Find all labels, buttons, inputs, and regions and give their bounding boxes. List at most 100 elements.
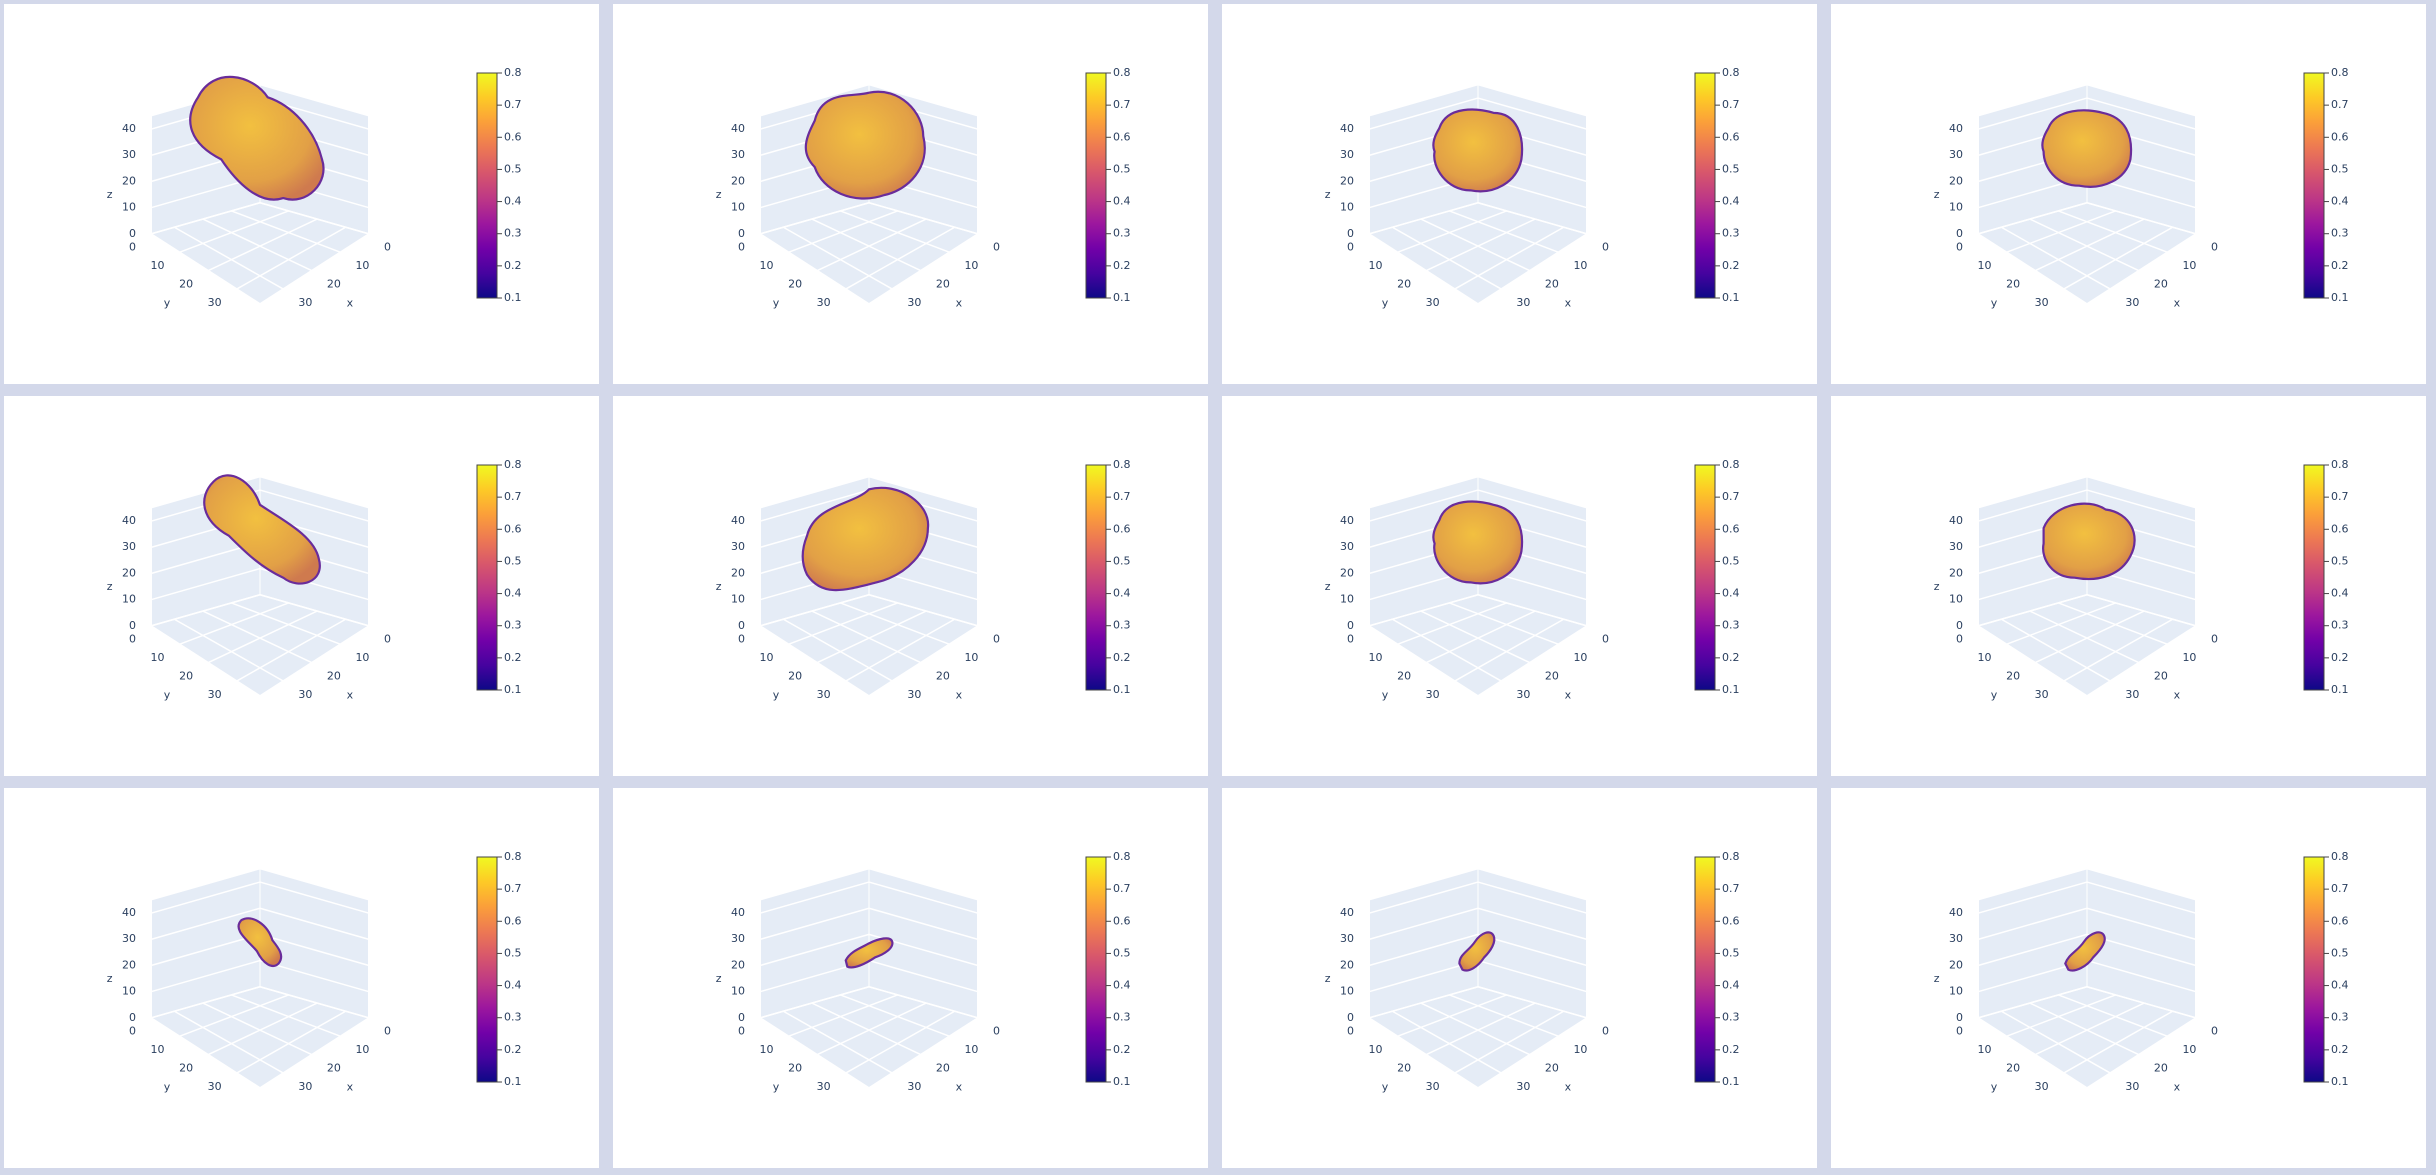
x-tick-label: 20 xyxy=(936,1061,950,1074)
colorbar-tick-label: 0.7 xyxy=(1722,490,1740,503)
colorbar-tick-label: 0.7 xyxy=(1113,98,1131,111)
x-tick-label: 20 xyxy=(2154,1061,2168,1074)
x-tick-label: 0 xyxy=(2211,1025,2218,1038)
colorbar-tick-label: 0.2 xyxy=(1113,259,1131,272)
colorbar-tick-label: 0.3 xyxy=(504,227,522,240)
x-tick-label: 30 xyxy=(907,688,921,701)
z-tick-label: 40 xyxy=(1340,514,1354,527)
y-tick-label: 30 xyxy=(817,296,831,309)
colorbar-tick-label: 0.2 xyxy=(1722,259,1740,272)
z-grid-line xyxy=(1369,97,1479,130)
y-grid-line xyxy=(1426,1002,1536,1056)
z-tick-label: 40 xyxy=(122,122,136,135)
x-grid-line xyxy=(1420,1002,1530,1056)
z-tick-label: 0 xyxy=(129,227,136,240)
colorbar-tick-label: 0.4 xyxy=(1722,195,1740,208)
subplot: 0 10 20 30 40 0 10 20 30 0 10 20 30 z y x 0.1 0.2 0.3 0.4 0.… xyxy=(1831,4,2426,384)
x-tick-label: 0 xyxy=(993,241,1000,254)
x-grid-line xyxy=(1391,1010,1502,1074)
z-tick-label: 30 xyxy=(1949,932,1963,945)
x-grid-line xyxy=(2058,994,2168,1037)
colorbar-tick-label: 0.6 xyxy=(1722,914,1740,927)
x-tick-label: 20 xyxy=(2154,277,2168,290)
colorbar-tick-label: 0.6 xyxy=(1113,130,1131,143)
x-grid-line xyxy=(2029,1002,2139,1056)
y-tick-label: 10 xyxy=(1369,651,1383,664)
x-grid-line xyxy=(231,210,341,253)
z-grid-line xyxy=(1978,97,2088,130)
x-tick-label: 20 xyxy=(936,669,950,682)
y-grid-line xyxy=(1426,218,1536,272)
z-tick-label: 40 xyxy=(1949,122,1963,135)
z-axis-title: z xyxy=(1934,972,1940,985)
colorbar-tick-label: 0.3 xyxy=(1722,619,1740,632)
x-tick-label: 30 xyxy=(2125,1080,2139,1093)
y-axis-title: y xyxy=(773,297,780,310)
isosurface-shape xyxy=(1433,110,1522,192)
z-axis-title: z xyxy=(107,972,113,985)
y-tick-label: 30 xyxy=(2035,1080,2049,1093)
colorbar-tick-label: 0.7 xyxy=(1722,98,1740,111)
x-axis-title: x xyxy=(347,689,354,702)
z-grid-line xyxy=(1369,907,1479,940)
x-grid-line xyxy=(868,594,978,627)
x-grid-line xyxy=(782,226,893,290)
y-tick-label: 0 xyxy=(1956,633,1963,646)
colorbar-tick-label: 0.4 xyxy=(2331,979,2349,992)
x-tick-label: 0 xyxy=(2211,633,2218,646)
z-tick-label: 0 xyxy=(738,227,745,240)
z-grid-line xyxy=(2086,959,2196,993)
colorbar xyxy=(1694,72,1716,299)
colorbar-tick-label: 0.1 xyxy=(1113,291,1131,304)
z-grid-line xyxy=(259,881,369,914)
z-tick-label: 10 xyxy=(1949,593,1963,606)
colorbar-tick-label: 0.8 xyxy=(2331,458,2349,471)
colorbar-tick-label: 0.3 xyxy=(1113,1011,1131,1024)
y-grid-line xyxy=(1397,210,1507,253)
z-tick-label: 10 xyxy=(1340,985,1354,998)
y-axis-title: y xyxy=(773,689,780,702)
z-grid-line xyxy=(760,489,870,522)
x-tick-label: 20 xyxy=(327,669,341,682)
subplot: 0 10 20 30 40 0 10 20 30 0 10 20 30 z y x 0.1 0.2 0.3 0.4 0.… xyxy=(613,396,1208,776)
subplot: 0 10 20 30 40 0 10 20 30 0 10 20 30 z y x 0.1 0.2 0.3 0.4 0.… xyxy=(1831,788,2426,1168)
colorbar-tick-label: 0.4 xyxy=(2331,587,2349,600)
z-grid-line xyxy=(151,907,261,940)
x-tick-label: 0 xyxy=(1602,633,1609,646)
y-grid-line xyxy=(1454,1010,1565,1074)
x-grid-line xyxy=(1391,226,1502,290)
colorbar-tick-label: 0.8 xyxy=(504,850,522,863)
y-grid-line xyxy=(1369,594,1479,627)
colorbar-tick-label: 0.8 xyxy=(1113,850,1131,863)
z-axis-title: z xyxy=(107,188,113,201)
y-grid-line xyxy=(151,986,261,1019)
colorbar-tick-label: 0.5 xyxy=(1113,162,1131,175)
colorbar-tick-label: 0.6 xyxy=(1113,522,1131,535)
x-grid-line xyxy=(782,618,893,682)
y-grid-line xyxy=(817,218,927,272)
colorbar-tick-label: 0.1 xyxy=(504,1075,522,1088)
z-grid-line xyxy=(1978,881,2088,914)
y-tick-label: 10 xyxy=(1978,651,1992,664)
colorbar-tick-label: 0.5 xyxy=(2331,554,2349,567)
y-tick-label: 10 xyxy=(151,259,165,272)
colorbar xyxy=(2303,464,2325,691)
y-tick-label: 0 xyxy=(1347,1025,1354,1038)
x-grid-line xyxy=(231,994,341,1037)
y-tick-label: 0 xyxy=(129,241,136,254)
z-tick-label: 0 xyxy=(1347,227,1354,240)
y-tick-label: 10 xyxy=(1369,1043,1383,1056)
z-tick-label: 0 xyxy=(1956,619,1963,632)
x-tick-label: 0 xyxy=(1602,1025,1609,1038)
x-axis-title: x xyxy=(956,297,963,310)
y-grid-line xyxy=(845,618,956,682)
y-tick-label: 30 xyxy=(2035,296,2049,309)
colorbar-tick-label: 0.6 xyxy=(2331,130,2349,143)
y-tick-label: 30 xyxy=(208,296,222,309)
y-grid-line xyxy=(208,1002,318,1056)
y-tick-label: 30 xyxy=(1426,1080,1440,1093)
subplot: 0 10 20 30 40 0 10 20 30 0 10 20 30 z y x 0.1 0.2 0.3 0.4 0.… xyxy=(613,788,1208,1168)
y-grid-line xyxy=(1978,594,2088,627)
z-axis-title: z xyxy=(716,972,722,985)
